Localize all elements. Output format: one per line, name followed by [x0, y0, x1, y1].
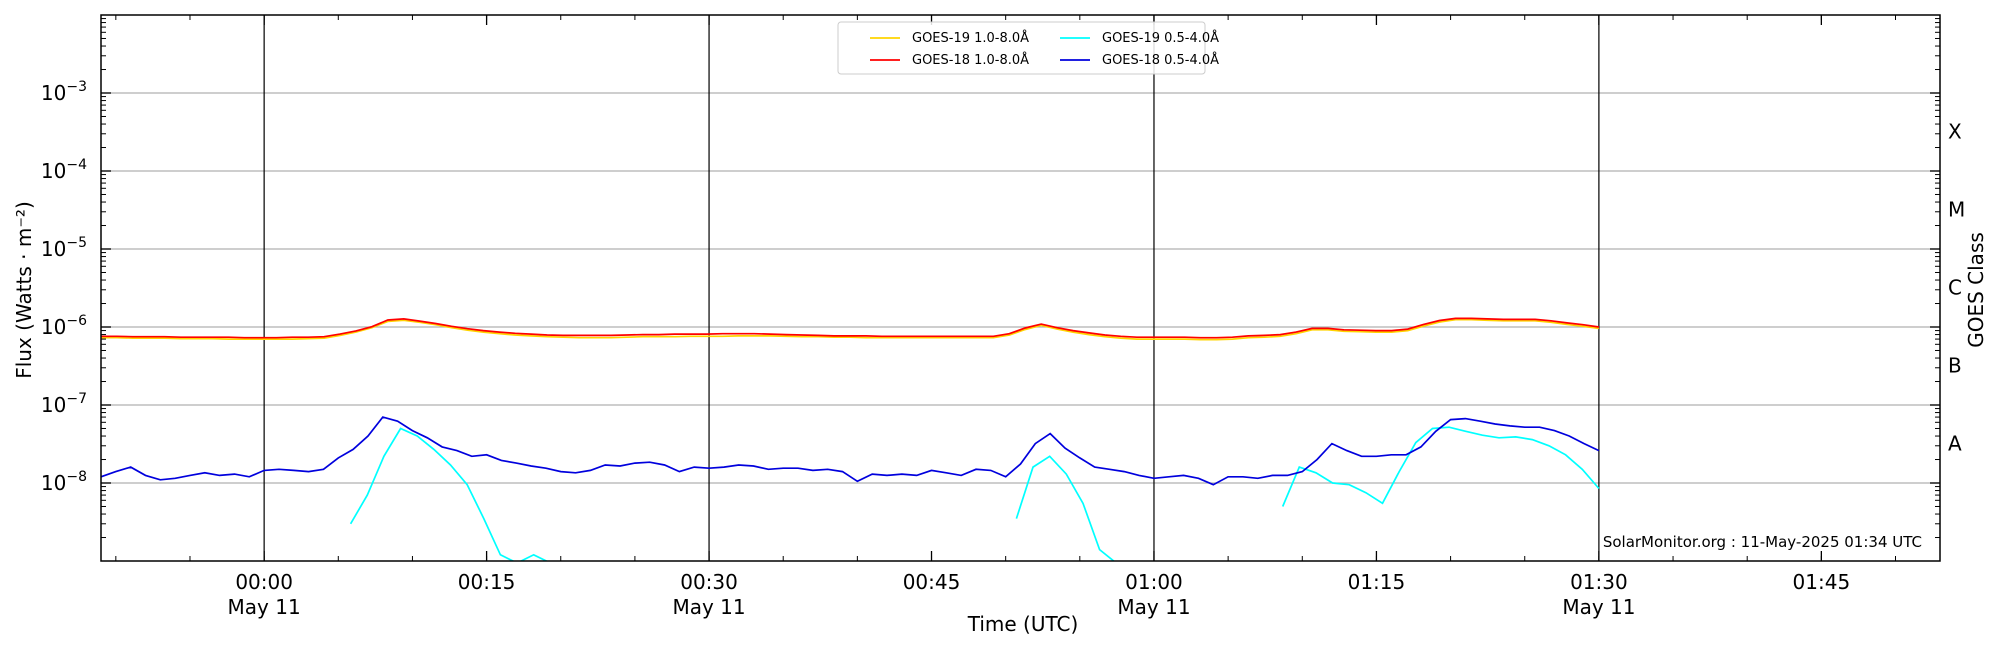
y-tick-label: 10−8 — [41, 469, 87, 495]
x-tick-label: 00:15 — [458, 570, 516, 594]
x-tick-sublabel: May 11 — [228, 595, 301, 619]
series-line-0 — [101, 318, 1600, 341]
x-axis-label: Time (UTC) — [967, 612, 1079, 636]
x-tick-label: 01:45 — [1793, 570, 1851, 594]
x-tick-label: 01:15 — [1348, 570, 1406, 594]
y-tick-label: 10−6 — [41, 313, 87, 339]
goes-class-label: X — [1948, 120, 1962, 144]
y-tick-label: 10−7 — [41, 391, 87, 417]
series-line-2 — [349, 426, 1600, 561]
x-tick-label: 01:00 — [1125, 570, 1183, 594]
legend: GOES-19 1.0-8.0Å GOES-18 1.0-8.0Å GOES-19 … — [837, 21, 1219, 75]
x-tick-label: 00:45 — [903, 570, 961, 594]
y-tick-label: 10−3 — [41, 79, 87, 105]
y-axis-label: Flux (Watts · m⁻²) — [12, 201, 36, 379]
day-markers — [263, 15, 1600, 561]
x-tick-label: 00:30 — [680, 570, 738, 594]
legend-label-2: GOES-19 0.5-4.0Å — [1102, 30, 1219, 46]
goes-class-label: A — [1948, 432, 1962, 456]
legend-label-1: GOES-18 1.0-8.0Å — [912, 52, 1029, 68]
y2-axis-label: GOES Class — [1964, 232, 1988, 348]
legend-label-3: GOES-18 0.5-4.0Å — [1102, 52, 1219, 68]
x-tick-label: 01:30 — [1570, 570, 1628, 594]
y-tick-label: 10−5 — [41, 235, 87, 261]
x-tick-sublabel: May 11 — [672, 595, 745, 619]
legend-label-0: GOES-19 1.0-8.0Å — [912, 30, 1029, 46]
goes-class-label: C — [1948, 276, 1962, 300]
y-tick-label: 10−4 — [41, 157, 87, 183]
plot-frame — [100, 14, 1941, 562]
y-axis-ticks: 10−8 10−7 10−6 10−5 10−4 10−3 — [41, 18, 1940, 539]
goes-class-labels: X M C B A — [1948, 120, 1965, 456]
series-lines — [101, 317, 1600, 561]
x-tick-sublabel: May 11 — [1117, 595, 1190, 619]
credit-annotation: SolarMonitor.org : 11-May-2025 01:34 UTC — [1603, 533, 1922, 551]
legend-box — [837, 21, 1206, 75]
series-line-3 — [101, 416, 1600, 486]
series-line-1 — [101, 317, 1600, 339]
goes-class-label: M — [1948, 198, 1965, 222]
goes-class-label: B — [1948, 354, 1962, 378]
grid-lines — [101, 92, 1940, 484]
x-tick-sublabel: May 11 — [1562, 595, 1635, 619]
x-tick-label: 00:00 — [235, 570, 293, 594]
